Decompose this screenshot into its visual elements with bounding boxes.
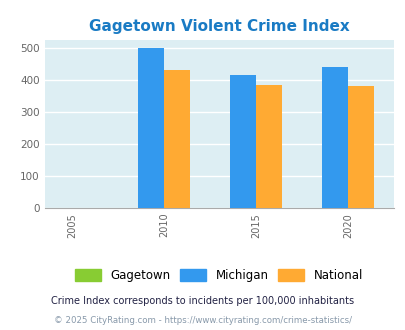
- Bar: [321, 68, 347, 208]
- Bar: [347, 86, 373, 208]
- Title: Gagetown Violent Crime Index: Gagetown Violent Crime Index: [89, 19, 349, 34]
- Text: © 2025 CityRating.com - https://www.cityrating.com/crime-statistics/: © 2025 CityRating.com - https://www.city…: [54, 316, 351, 325]
- Text: Crime Index corresponds to incidents per 100,000 inhabitants: Crime Index corresponds to incidents per…: [51, 296, 354, 306]
- Bar: [164, 70, 190, 208]
- Bar: [230, 75, 256, 208]
- Bar: [138, 48, 164, 208]
- Bar: [256, 85, 281, 208]
- Legend: Gagetown, Michigan, National: Gagetown, Michigan, National: [70, 264, 367, 287]
